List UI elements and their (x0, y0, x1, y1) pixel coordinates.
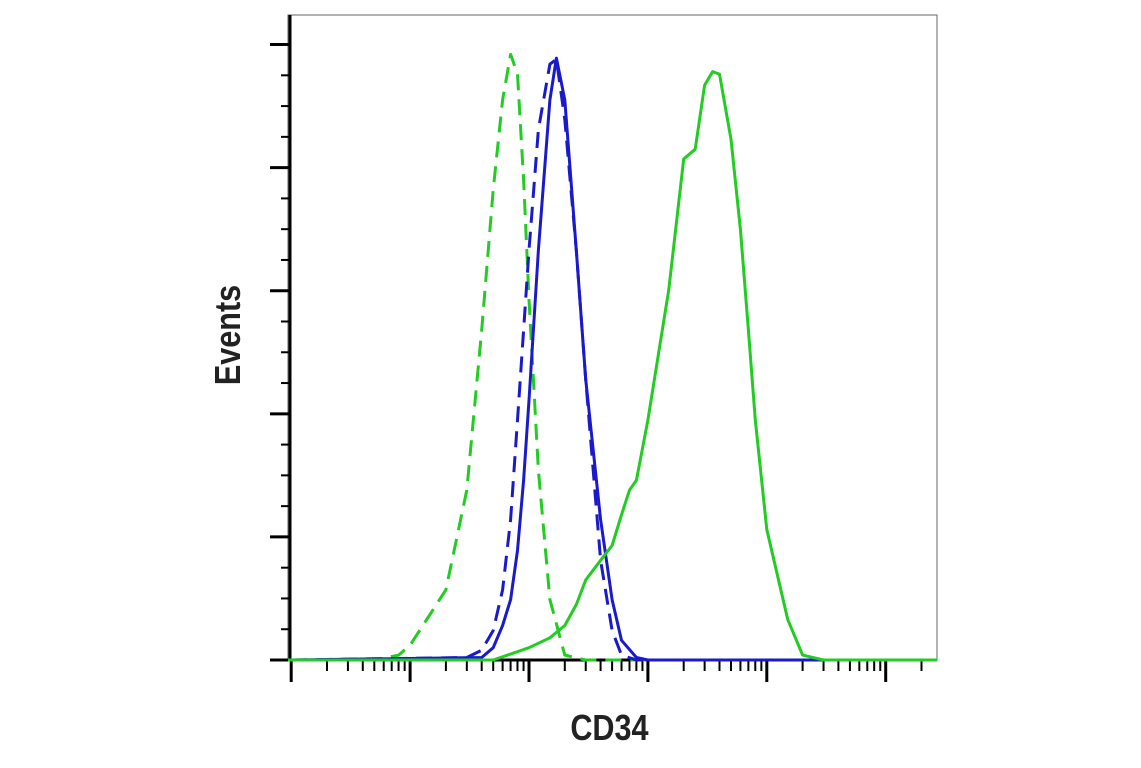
series-line (291, 56, 886, 662)
series-line (291, 57, 886, 662)
series-line (291, 52, 886, 662)
x-axis-label: CD34 (570, 709, 649, 749)
y-axis-label: Events (209, 285, 249, 385)
plot-frame (287, 14, 938, 661)
series-line (288, 70, 937, 662)
